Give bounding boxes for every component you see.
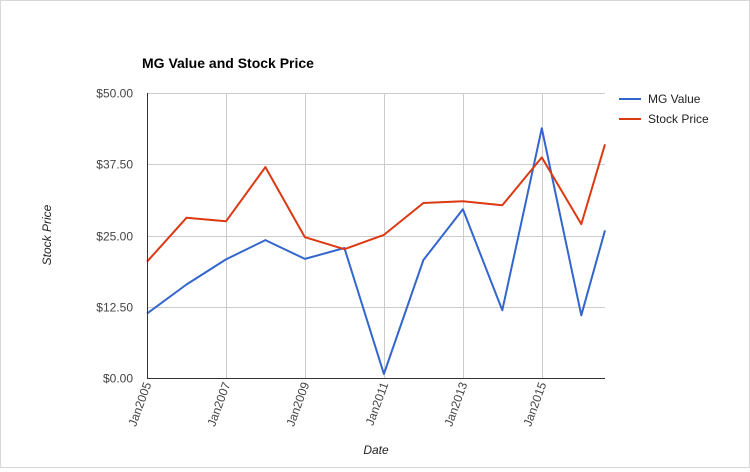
- x-tick-label: Jan2013: [441, 380, 470, 428]
- x-tick-label: Jan2011: [363, 380, 392, 428]
- y-tick-label: $0.00: [103, 372, 133, 386]
- x-axis-title: Date: [363, 443, 389, 457]
- y-tick-label: $37.50: [96, 158, 133, 172]
- axes: [147, 93, 605, 379]
- y-tick-label: $12.50: [96, 301, 133, 315]
- x-tick-label: Jan2007: [204, 380, 233, 428]
- series-line-mg-value: [146, 127, 606, 375]
- x-tick-label: Jan2005: [125, 380, 154, 428]
- legend-label: MG Value: [648, 92, 701, 106]
- x-tick-label: Jan2015: [520, 380, 549, 428]
- legend-label: Stock Price: [648, 112, 709, 126]
- y-tick-label: $25.00: [96, 230, 133, 244]
- legend: MG Value Stock Price: [619, 92, 709, 126]
- y-axis-title: Stock Price: [40, 204, 54, 265]
- series-lines: [146, 127, 606, 375]
- gridlines: [147, 93, 605, 378]
- x-tick-label: Jan2009: [283, 380, 312, 428]
- series-line-stock-price: [146, 144, 606, 263]
- chart-title: MG Value and Stock Price: [142, 55, 314, 71]
- y-tick-label: $50.00: [96, 87, 133, 101]
